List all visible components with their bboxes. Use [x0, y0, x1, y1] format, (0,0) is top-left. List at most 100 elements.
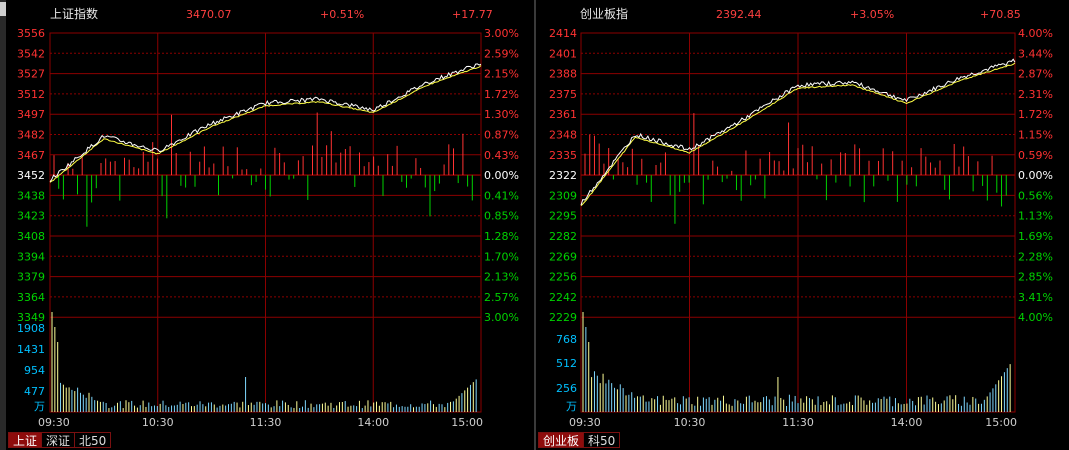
pct-tick: 3.00%: [484, 27, 519, 40]
point-change: +17.77: [452, 8, 493, 21]
pct-tick: 0.56%: [1018, 189, 1053, 202]
pct-tick: 1.72%: [1018, 108, 1053, 121]
volume-tick: 954: [24, 364, 45, 377]
price-tick: 3542: [17, 47, 45, 60]
price-value: 2392.44: [716, 8, 762, 21]
pct-tick: 2.28%: [1018, 250, 1053, 263]
pct-tick: 1.28%: [484, 230, 519, 243]
price-tick: 2348: [549, 129, 577, 142]
pct-tick: 4.00%: [1018, 311, 1053, 324]
price-tick: 3452: [17, 169, 45, 182]
volume-tick: 1908: [17, 322, 45, 335]
time-tick: 09:30: [569, 416, 601, 429]
price-tick: 3379: [17, 271, 45, 284]
pct-tick: 1.30%: [484, 108, 519, 121]
price-tick: 2269: [549, 250, 577, 263]
pct-tick: 1.15%: [1018, 129, 1053, 142]
panel-title: 创业板指: [580, 6, 628, 21]
price-tick: 2295: [549, 210, 577, 223]
price-tick: 2335: [549, 149, 577, 162]
time-tick: 15:00: [985, 416, 1017, 429]
pct-tick: 1.13%: [1018, 210, 1053, 223]
pct-tick: 3.44%: [1018, 47, 1053, 60]
pct-tick: 3.00%: [484, 311, 519, 324]
time-tick: 15:00: [451, 416, 483, 429]
pct-tick: 2.59%: [484, 47, 519, 60]
price-tick: 2375: [549, 88, 577, 101]
price-tick: 2414: [549, 27, 577, 40]
price-tick: 3423: [17, 210, 45, 223]
pct-change: +0.51%: [320, 8, 364, 21]
time-tick: 10:30: [142, 416, 174, 429]
time-tick: 09:30: [38, 416, 70, 429]
price-tick: 3527: [17, 68, 45, 81]
volume-tick: 256: [556, 382, 577, 395]
pct-tick: 0.87%: [484, 129, 519, 142]
pct-tick: 2.87%: [1018, 68, 1053, 81]
volume-tick: 477: [24, 385, 45, 398]
volume-unit: 万: [566, 400, 577, 413]
pct-tick: 2.57%: [484, 291, 519, 304]
pct-tick: 2.31%: [1018, 88, 1053, 101]
tab-深证[interactable]: 深证: [41, 432, 75, 448]
pct-tick: 0.85%: [484, 210, 519, 223]
tab-上证[interactable]: 上证: [8, 432, 42, 448]
price-tick: 2361: [549, 108, 577, 121]
pct-tick: 1.70%: [484, 250, 519, 263]
price-tick: 2242: [549, 291, 577, 304]
panel-title: 上证指数: [50, 6, 98, 21]
tab-科50[interactable]: 科50: [583, 432, 621, 448]
volume-tick: 1431: [17, 343, 45, 356]
price-tick: 2256: [549, 271, 577, 284]
pct-tick: 2.85%: [1018, 271, 1053, 284]
volume-tick: 768: [556, 333, 577, 346]
pct-tick: 4.00%: [1018, 27, 1053, 40]
price-tick: 2322: [549, 169, 577, 182]
price-tick: 3512: [17, 88, 45, 101]
price-tick: 3349: [17, 311, 45, 324]
price-tick: 2401: [549, 47, 577, 60]
pct-change: +3.05%: [850, 8, 894, 21]
price-tick: 3467: [17, 149, 45, 162]
volume-unit: 万: [34, 400, 45, 413]
price-tick: 2388: [549, 68, 577, 81]
average-price-line: [49, 65, 482, 183]
price-value: 3470.07: [186, 8, 232, 21]
price-line: [580, 58, 1016, 206]
volume-tick: 512: [556, 357, 577, 370]
time-tick: 11:30: [782, 416, 814, 429]
pct-tick: 2.15%: [484, 68, 519, 81]
left-scroll-strip[interactable]: [0, 0, 6, 450]
pct-tick: 2.13%: [484, 271, 519, 284]
tab-创业板[interactable]: 创业板: [538, 432, 584, 448]
tab-北50[interactable]: 北50: [74, 432, 112, 448]
price-tick: 3408: [17, 230, 45, 243]
pct-tick: 3.41%: [1018, 291, 1053, 304]
price-tick: 3364: [17, 291, 45, 304]
pct-tick: 0.59%: [1018, 149, 1053, 162]
market-tabs-sh: 上证 深证 北50: [8, 432, 112, 448]
price-tick: 3497: [17, 108, 45, 121]
pct-tick: 0.00%: [1018, 169, 1053, 182]
pct-tick: 0.43%: [484, 149, 519, 162]
pct-tick: 1.72%: [484, 88, 519, 101]
pct-tick: 1.69%: [1018, 230, 1053, 243]
price-tick: 3438: [17, 189, 45, 202]
point-change: +70.85: [980, 8, 1021, 21]
pct-tick: 0.41%: [484, 189, 519, 202]
price-tick: 3482: [17, 129, 45, 142]
price-tick: 2229: [549, 311, 577, 324]
time-tick: 10:30: [674, 416, 706, 429]
market-tabs-cyb: 创业板 科50: [538, 432, 621, 448]
time-tick: 14:00: [357, 416, 389, 429]
price-tick: 2309: [549, 189, 577, 202]
price-tick: 3394: [17, 250, 45, 263]
scroll-knob[interactable]: [0, 2, 6, 16]
pct-tick: 0.00%: [484, 169, 519, 182]
price-line: [49, 63, 482, 183]
time-tick: 14:00: [891, 416, 923, 429]
price-tick: 2282: [549, 230, 577, 243]
average-price-line: [580, 62, 1016, 207]
time-tick: 11:30: [250, 416, 282, 429]
